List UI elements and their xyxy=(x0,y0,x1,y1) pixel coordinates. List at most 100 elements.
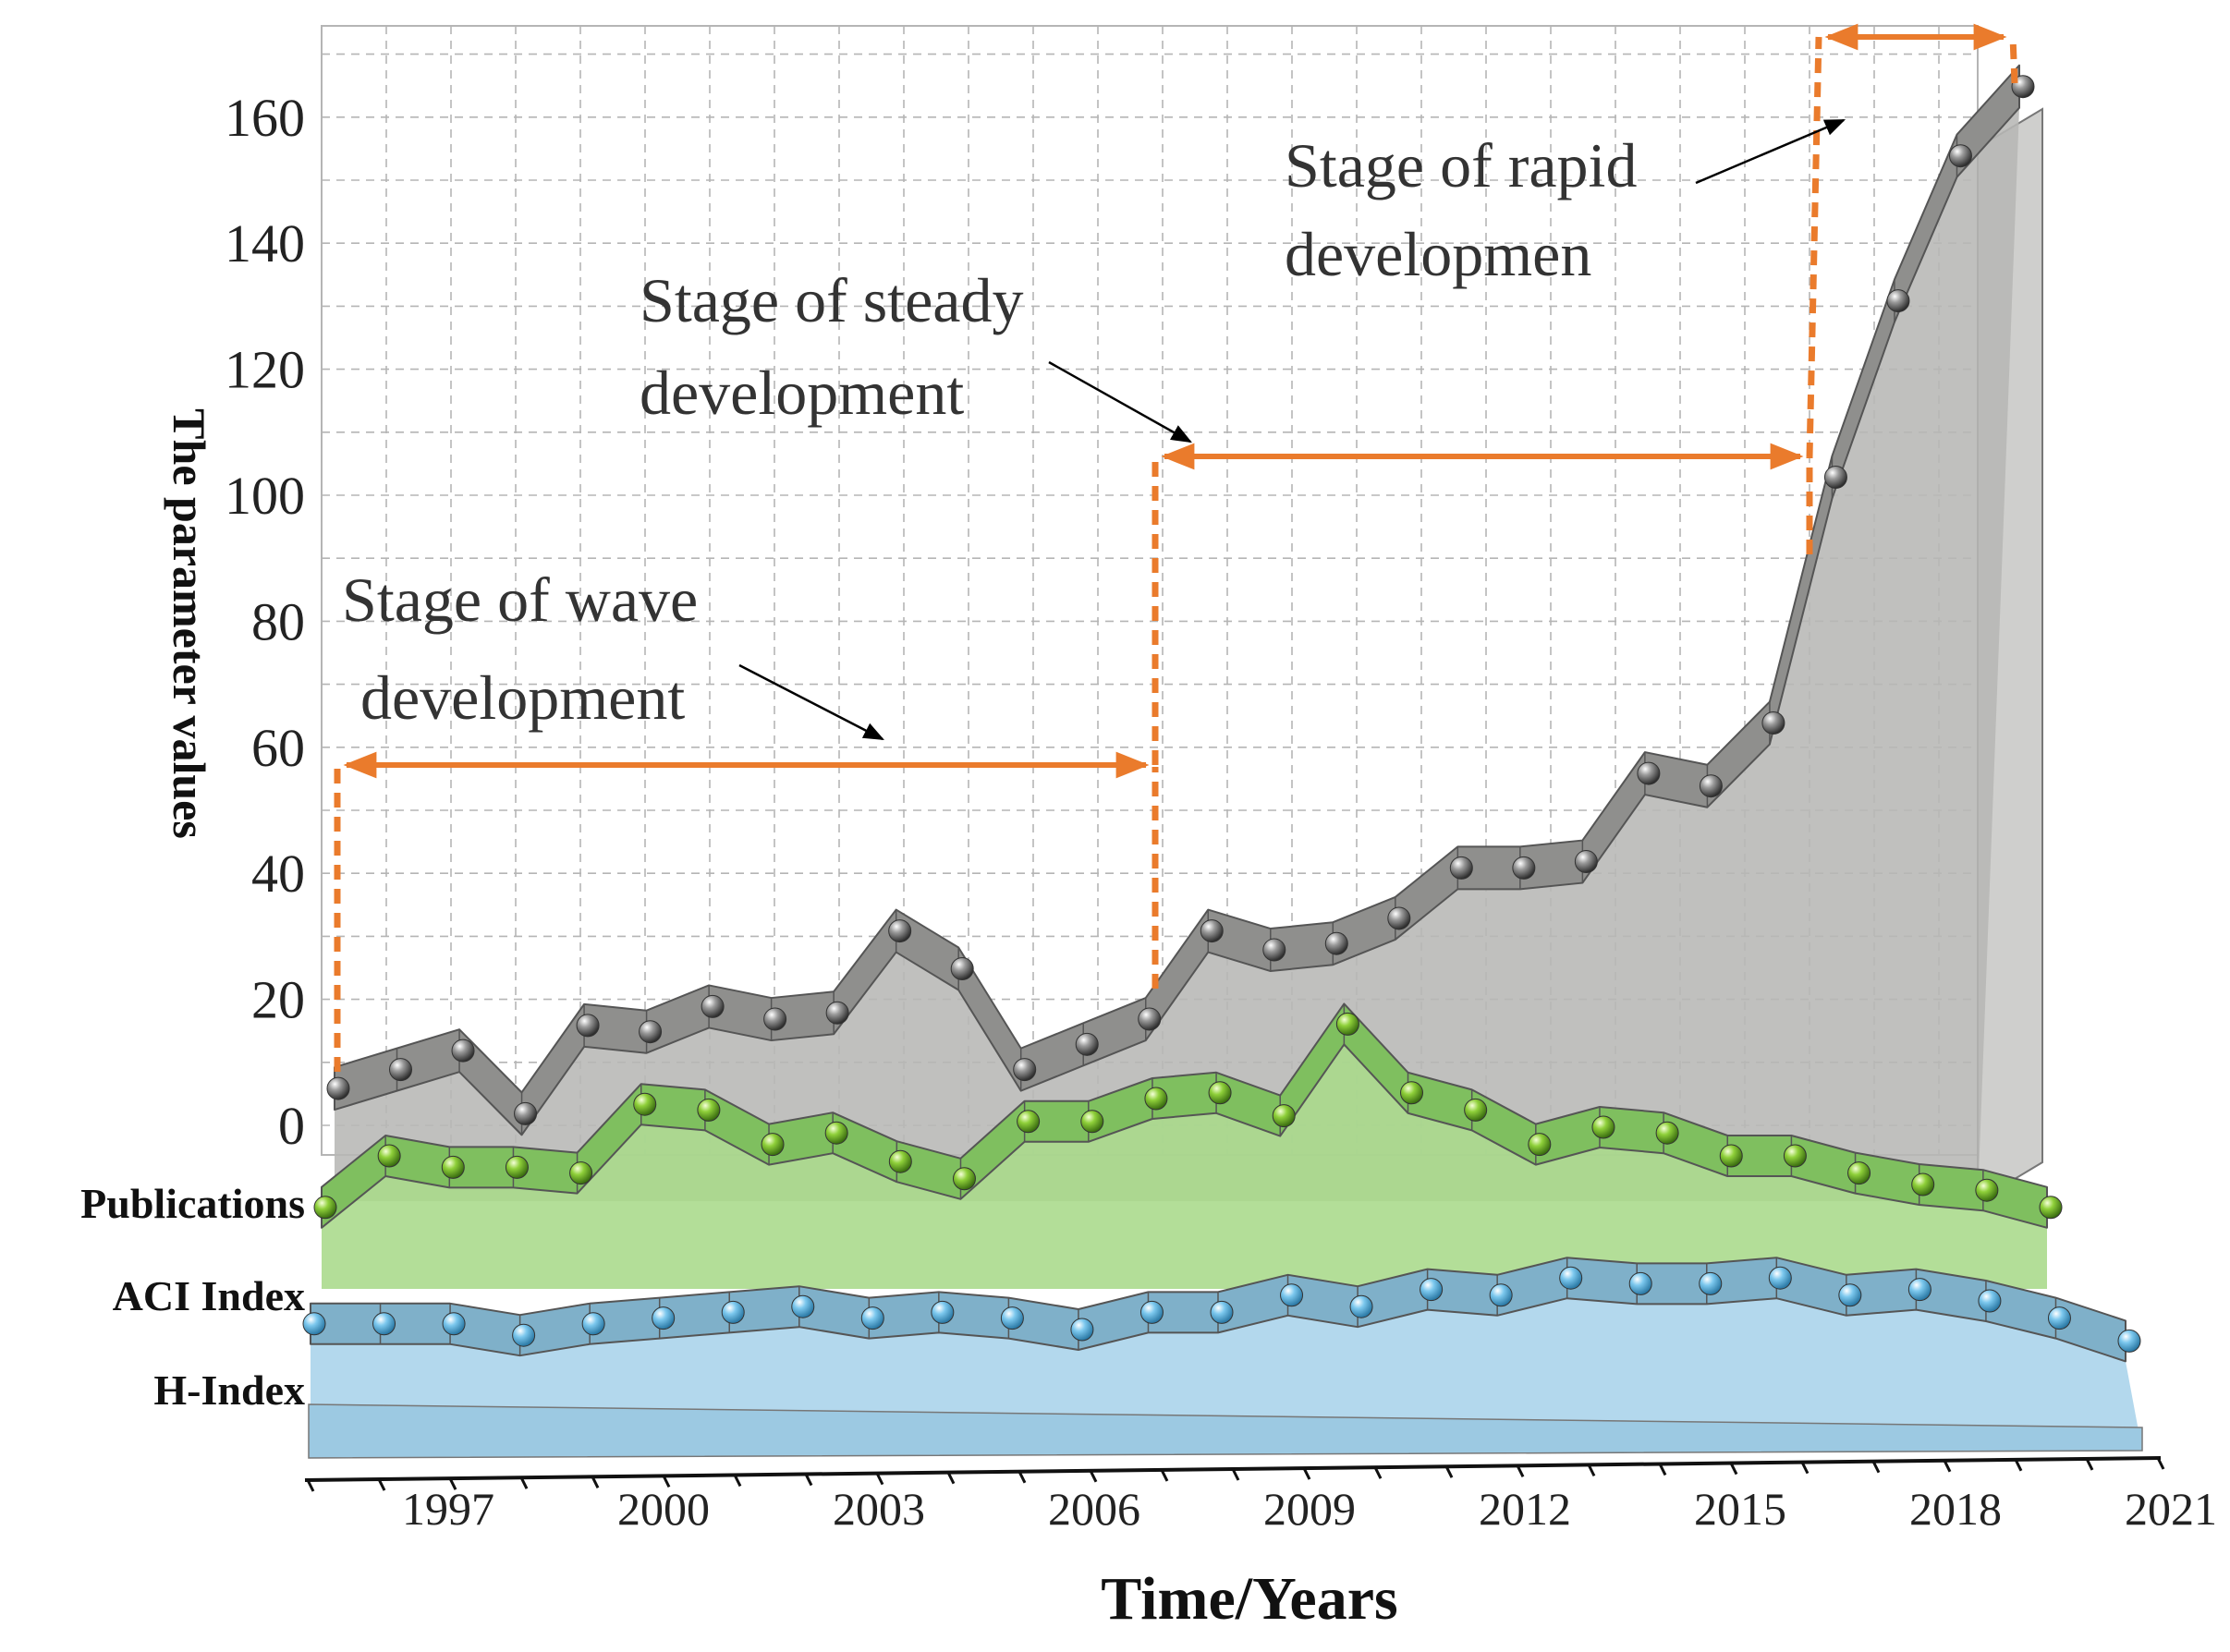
h-index-point xyxy=(1420,1278,1444,1302)
publications-point xyxy=(1449,856,1473,880)
aci-index-point xyxy=(1017,1110,1041,1134)
x-tick-mark xyxy=(1516,1464,1525,1477)
x-tick-mark xyxy=(946,1472,956,1485)
aci-index-point xyxy=(1272,1104,1296,1128)
floor-slab xyxy=(308,1403,2143,1459)
y-tick-label: 160 xyxy=(225,88,305,148)
rapid-stage-end-line xyxy=(2009,36,2018,84)
aci-index-series xyxy=(313,1002,2063,1289)
stage-pointer-arrow xyxy=(1695,118,1846,185)
h-index-point xyxy=(512,1323,536,1347)
x-tick-mark xyxy=(2085,1458,2094,1471)
h-index-series xyxy=(302,1257,2143,1459)
y-tick-label: 20 xyxy=(251,970,305,1030)
stage-pointer-arrow xyxy=(738,663,884,741)
x-tick-mark xyxy=(1373,1466,1383,1479)
publications-point xyxy=(639,1020,663,1044)
x-tick-label: 2003 xyxy=(833,1483,925,1535)
aci-index-point xyxy=(1591,1115,1615,1139)
y-tick-label: 140 xyxy=(225,213,305,273)
aci-index-point xyxy=(377,1144,401,1168)
aci-index-point xyxy=(824,1121,848,1145)
x-tick-label: 2000 xyxy=(617,1483,710,1535)
aci-index-point xyxy=(1975,1178,1999,1202)
x-tick-label: 2006 xyxy=(1048,1483,1140,1535)
aci-index-point xyxy=(1464,1098,1488,1122)
x-tick-mark xyxy=(1160,1469,1169,1482)
publications-point xyxy=(1138,1007,1162,1031)
aci-index-point xyxy=(697,1098,721,1122)
x-tick-mark xyxy=(1089,1470,1098,1483)
x-tick-mark xyxy=(2156,1457,2165,1470)
h-index-point xyxy=(442,1312,466,1336)
publications-point xyxy=(701,994,725,1018)
y-tick-label: 80 xyxy=(251,591,305,651)
aci-index-point xyxy=(1144,1087,1168,1111)
publications-point xyxy=(1948,144,1972,168)
x-tick-mark xyxy=(1800,1461,1810,1475)
publications-point xyxy=(1262,938,1286,962)
publications-point xyxy=(1200,919,1224,943)
publications-point xyxy=(1013,1058,1037,1082)
stage-annotations: Stage of wave development Stage of steady d… xyxy=(334,23,2018,1072)
publications-point xyxy=(1886,289,1910,313)
aci-index-point xyxy=(505,1155,529,1179)
publications-point xyxy=(1574,850,1598,874)
x-tick-mark xyxy=(875,1472,884,1486)
h-index-point xyxy=(1559,1266,1583,1290)
aci-index-point xyxy=(1208,1081,1232,1105)
h-index-point xyxy=(1768,1266,1792,1290)
publications-point xyxy=(950,957,974,980)
aci-index-point xyxy=(888,1149,912,1173)
y-tick-label: 120 xyxy=(225,340,305,400)
x-tick-mark xyxy=(733,1474,742,1488)
aci-index-point xyxy=(313,1196,337,1220)
aci-index-point xyxy=(1847,1161,1871,1185)
x-tick-label: 2018 xyxy=(1909,1483,2002,1535)
stage-label-line1: Stage of steady xyxy=(640,265,1023,335)
stage-label-line1: Stage of wave xyxy=(342,565,698,635)
h-index-point xyxy=(931,1300,955,1324)
h-index-point xyxy=(2047,1306,2071,1330)
x-tick-label: 1997 xyxy=(402,1483,494,1535)
aci-index-point xyxy=(633,1092,657,1116)
x-tick-label: 2021 xyxy=(2125,1483,2217,1535)
publications-point xyxy=(825,1001,849,1025)
series-axis-label: Publications xyxy=(80,1180,305,1227)
aci-index-point xyxy=(1655,1121,1679,1145)
x-tick-mark xyxy=(1231,1468,1240,1481)
aci-index-point xyxy=(1335,1012,1359,1036)
publications-point xyxy=(326,1076,350,1100)
h-index-point xyxy=(1280,1283,1304,1307)
x-tick-label: 2012 xyxy=(1479,1483,1571,1535)
publications-point xyxy=(888,919,912,943)
h-index-point xyxy=(721,1300,745,1324)
aci-index-point xyxy=(569,1161,593,1185)
aci-index-point xyxy=(1911,1172,1935,1196)
y-tick-label: 60 xyxy=(251,718,305,778)
x-tick-mark xyxy=(804,1473,813,1487)
publications-point xyxy=(1761,711,1785,735)
h-index-point xyxy=(1838,1283,1862,1307)
publications-point xyxy=(763,1007,787,1031)
h-index-point xyxy=(791,1294,815,1318)
h-index-point xyxy=(1070,1318,1094,1342)
h-index-point xyxy=(1349,1294,1373,1318)
publications-point xyxy=(514,1101,538,1125)
h-index-point xyxy=(1139,1300,1164,1324)
series-axis-label: H-Index xyxy=(153,1367,305,1414)
h-index-point xyxy=(372,1312,396,1336)
y-tick-label: 40 xyxy=(251,844,305,904)
publications-point xyxy=(1699,774,1723,798)
h-index-point xyxy=(302,1312,326,1336)
h-index-point xyxy=(2117,1329,2141,1353)
aci-index-point xyxy=(1080,1110,1104,1134)
aci-index-point xyxy=(1719,1144,1743,1168)
x-tick-mark xyxy=(1943,1460,1952,1473)
x-tick-mark xyxy=(519,1476,529,1489)
x-tick-mark xyxy=(1302,1467,1311,1480)
x-tick-mark xyxy=(1658,1463,1667,1476)
aci-index-point xyxy=(2039,1196,2063,1220)
publications-point xyxy=(1512,856,1536,880)
axes: 0 20 40 60 80 100 120 140 160 Publications ACI Ind… xyxy=(80,88,2217,1535)
